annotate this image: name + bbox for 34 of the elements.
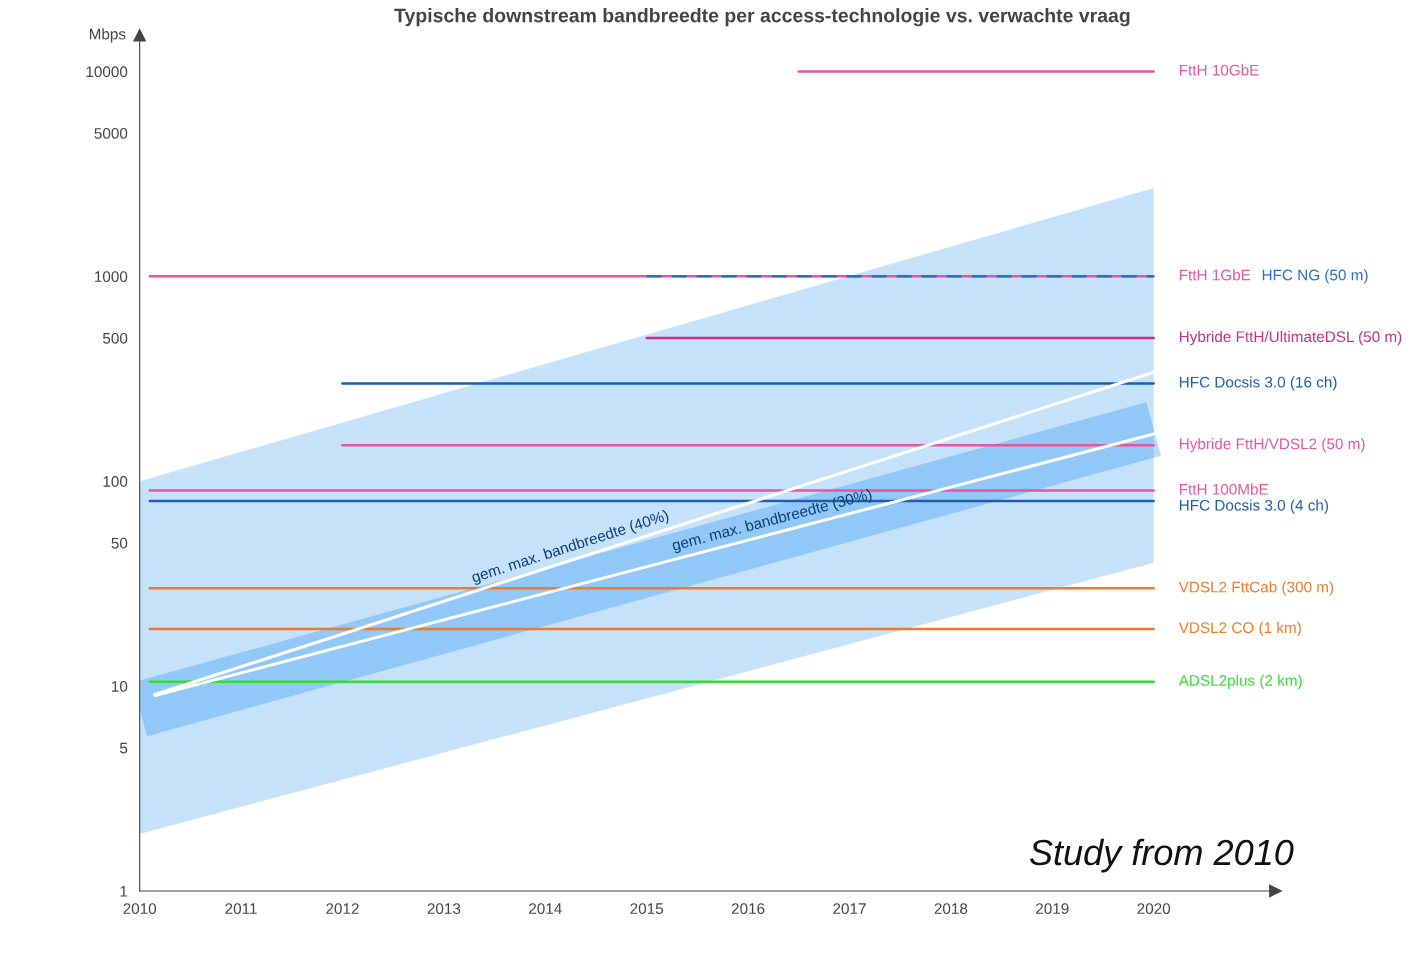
series-label: VDSL2 FttCab (300 m) bbox=[1178, 581, 1334, 596]
text: HFC NG (50 m) bbox=[1262, 269, 1368, 284]
annotation: Study from 2010 bbox=[1029, 838, 1294, 873]
y-tick-label: 50 bbox=[111, 537, 128, 549]
series-label: FttH 10GbE bbox=[1179, 64, 1259, 76]
y-tick-label: 5000 bbox=[94, 127, 128, 139]
series-label: HFC Docsis 3.0 (16 ch) bbox=[1179, 376, 1337, 391]
series-label: FttH 100MbE bbox=[1179, 483, 1269, 495]
series-label: HFC Docsis 3.0 (4 ch) bbox=[1179, 499, 1329, 514]
x-tick-label: 2017 bbox=[833, 903, 866, 915]
y-axis-title: Mbps bbox=[89, 28, 126, 43]
x-tick-label: 2011 bbox=[225, 903, 257, 915]
y-tick-label: 1000 bbox=[95, 271, 128, 283]
y-tick-label: 500 bbox=[102, 332, 128, 344]
series-label: Hybride FttH/VDSL2 (50 m) bbox=[1179, 438, 1365, 453]
y-tick-label: 100 bbox=[103, 476, 128, 487]
x-tick-label: 2020 bbox=[1137, 903, 1171, 915]
x-tick-label: 2019 bbox=[1036, 903, 1069, 915]
x-tick-label: 2010 bbox=[123, 903, 157, 915]
x-tick-label: 2012 bbox=[326, 903, 359, 915]
x-tick-label: 2013 bbox=[427, 903, 461, 915]
y-tick-label: 10 bbox=[112, 680, 128, 692]
chart-title: Typische downstream bandbreedte per access-technologie vs. verwachte vraag bbox=[394, 8, 1130, 27]
y-tick-label: 5 bbox=[119, 742, 128, 754]
y-tick-label: 10000 bbox=[86, 66, 128, 78]
series-label: VDSL2 CO (1 km) bbox=[1178, 621, 1301, 637]
x-tick-label: 2014 bbox=[529, 903, 562, 915]
series-label: Hybride FttH/UltimateDSL (50 m) bbox=[1179, 330, 1402, 346]
x-tick-label: 2016 bbox=[731, 903, 765, 915]
x-tick-label: 2015 bbox=[630, 903, 664, 915]
x-tick-label: 2018 bbox=[934, 903, 968, 915]
series-label: ADSL2plus (2 km) bbox=[1178, 674, 1302, 689]
y-tick-label: 1 bbox=[120, 886, 128, 897]
series-label: FttH 1GbE bbox=[1179, 269, 1251, 281]
